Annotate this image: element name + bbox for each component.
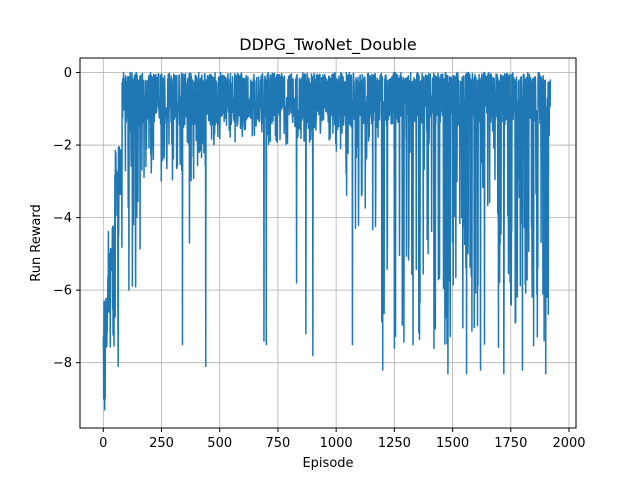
series-line-run-reward: [102, 71, 552, 411]
axis-ticks: 0 250 500 750 1000 1250 1500 1750 2000 0 −2 −4 −6 −8: [53, 66, 586, 451]
x-tick-label: 1250: [378, 436, 411, 451]
x-tick-label: 2000: [552, 436, 585, 451]
axes-frame: [79, 57, 577, 429]
series-layer: [102, 71, 552, 411]
x-tick-label: 1000: [320, 436, 353, 451]
x-tick-label: 0: [99, 436, 107, 451]
y-tick-label: −4: [53, 211, 72, 226]
x-tick-label: 250: [149, 436, 174, 451]
x-tick-label: 500: [207, 436, 232, 451]
x-tick-label: 1750: [494, 436, 527, 451]
x-tick-label: 1500: [436, 436, 469, 451]
x-tick-label: 750: [266, 436, 291, 451]
y-tick-label: −2: [53, 139, 72, 154]
y-tick-label: −8: [53, 356, 72, 371]
chart-title: DDPG_TwoNet_Double: [239, 35, 416, 55]
y-tick-label: −6: [53, 284, 72, 299]
y-axis-label: Run Reward: [29, 204, 44, 281]
y-tick-label: 0: [64, 66, 72, 81]
x-axis-label: Episode: [302, 456, 353, 471]
